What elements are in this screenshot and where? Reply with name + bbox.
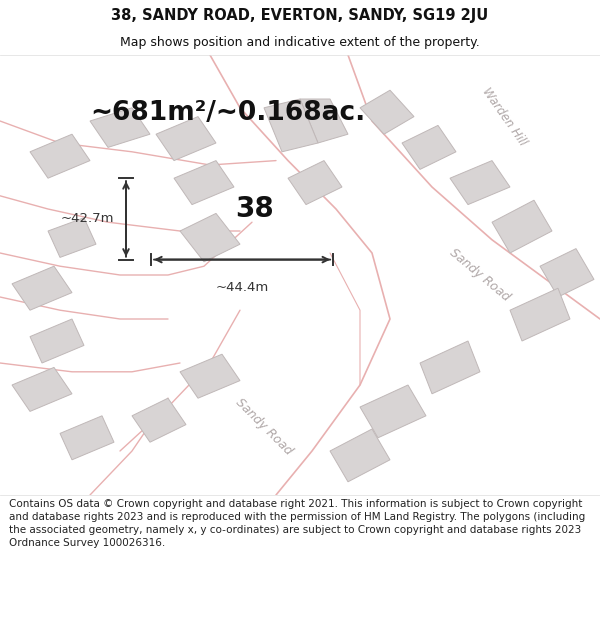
Text: ~681m²/~0.168ac.: ~681m²/~0.168ac.	[91, 100, 365, 126]
Text: ~42.7m: ~42.7m	[61, 213, 114, 226]
Polygon shape	[264, 99, 318, 152]
Polygon shape	[540, 249, 594, 297]
Text: Sandy Road: Sandy Road	[448, 246, 512, 304]
Polygon shape	[30, 319, 84, 363]
Text: 38, SANDY ROAD, EVERTON, SANDY, SG19 2JU: 38, SANDY ROAD, EVERTON, SANDY, SG19 2JU	[112, 8, 488, 23]
Polygon shape	[450, 161, 510, 204]
Polygon shape	[12, 266, 72, 310]
Polygon shape	[360, 385, 426, 438]
Polygon shape	[12, 368, 72, 411]
Polygon shape	[510, 288, 570, 341]
Polygon shape	[330, 429, 390, 482]
Polygon shape	[180, 213, 240, 262]
Polygon shape	[402, 126, 456, 169]
Polygon shape	[360, 90, 414, 134]
Text: ~44.4m: ~44.4m	[215, 281, 269, 294]
Text: Warden Hill: Warden Hill	[479, 85, 529, 148]
Polygon shape	[492, 200, 552, 253]
Polygon shape	[30, 134, 90, 178]
Polygon shape	[90, 107, 150, 148]
Text: Contains OS data © Crown copyright and database right 2021. This information is : Contains OS data © Crown copyright and d…	[9, 499, 585, 549]
Polygon shape	[156, 117, 216, 161]
Polygon shape	[132, 398, 186, 442]
Polygon shape	[174, 161, 234, 204]
Text: Sandy Road: Sandy Road	[233, 396, 295, 458]
Polygon shape	[300, 99, 348, 143]
Text: Map shows position and indicative extent of the property.: Map shows position and indicative extent…	[120, 36, 480, 49]
Polygon shape	[60, 416, 114, 460]
Polygon shape	[48, 217, 96, 258]
Polygon shape	[420, 341, 480, 394]
Text: 38: 38	[235, 195, 274, 223]
Polygon shape	[180, 354, 240, 398]
Polygon shape	[288, 161, 342, 204]
